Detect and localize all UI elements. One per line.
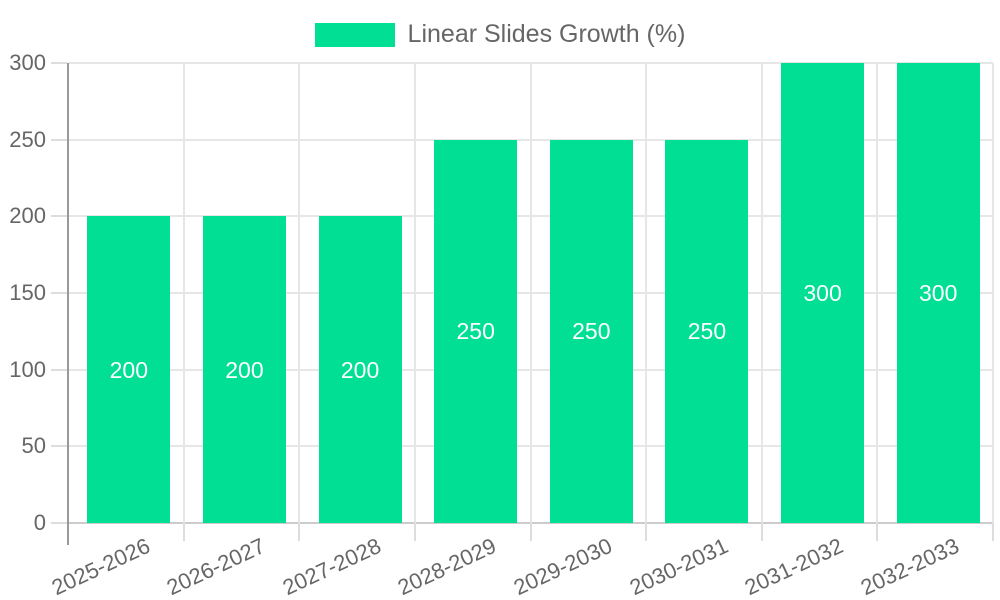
x-tick-mark <box>413 523 416 541</box>
bar[interactable] <box>434 139 518 523</box>
y-tick-label: 150 <box>9 280 46 305</box>
y-tick-mark <box>51 138 67 141</box>
gridline-vertical <box>760 63 763 523</box>
y-tick-mark <box>51 522 67 524</box>
y-tick-mark <box>51 292 67 294</box>
legend-label: Linear Slides Growth (%) <box>407 20 686 48</box>
gridline-vertical <box>529 63 532 523</box>
x-tick-label: 2031-2032 <box>741 533 848 600</box>
x-tick-label: 2032-2033 <box>856 533 963 600</box>
x-tick-mark <box>760 523 763 541</box>
y-tick-label: 100 <box>9 356 46 382</box>
x-tick-mark <box>876 523 879 541</box>
x-tick-mark <box>529 523 532 541</box>
y-tick-label: 0 <box>33 510 46 535</box>
chart-legend[interactable]: Linear Slides Growth (%) <box>0 20 1000 49</box>
x-tick-label: 2029-2030 <box>509 533 616 600</box>
bar[interactable] <box>549 139 633 523</box>
x-tick-label: 2028-2029 <box>394 533 501 600</box>
y-tick-mark <box>51 445 67 448</box>
bar[interactable] <box>896 63 980 523</box>
x-tick-mark <box>645 523 648 541</box>
y-tick-label: 300 <box>9 50 46 75</box>
plot-area: 0 50 100 150 200 250 300 200 200 200 250 250 250 300 3… <box>9 50 994 600</box>
gridline-vertical <box>876 63 879 523</box>
x-tick-label: 2025-2026 <box>47 533 154 600</box>
y-axis-line <box>67 63 69 545</box>
y-tick-label: 50 <box>21 433 46 459</box>
y-tick-label: 200 <box>9 203 46 229</box>
bar[interactable] <box>781 63 865 523</box>
y-tick-mark <box>51 62 67 64</box>
gridline-vertical <box>645 63 648 523</box>
bar[interactable] <box>318 216 402 523</box>
y-tick-label: 250 <box>9 126 46 152</box>
y-tick-mark <box>51 368 67 371</box>
gridline-vertical <box>992 63 994 523</box>
x-tick-mark <box>992 523 994 541</box>
gridline-vertical <box>182 63 185 523</box>
y-tick-mark <box>51 215 67 218</box>
x-tick-mark <box>298 523 301 541</box>
gridline-vertical <box>413 63 416 523</box>
bar[interactable] <box>202 216 286 523</box>
bar[interactable] <box>87 216 171 523</box>
x-tick-label: 2030-2031 <box>625 533 732 600</box>
x-tick-label: 2026-2027 <box>163 533 270 600</box>
bar[interactable] <box>665 139 749 523</box>
x-tick-label: 2027-2028 <box>278 533 385 600</box>
x-tick-mark <box>182 523 185 541</box>
legend-swatch <box>314 22 395 47</box>
gridline-vertical <box>298 63 301 523</box>
